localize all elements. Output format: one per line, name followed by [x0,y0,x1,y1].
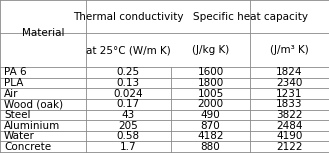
Text: 4190: 4190 [276,131,303,141]
Text: 0.25: 0.25 [117,67,140,77]
Text: 1.7: 1.7 [120,142,137,152]
Text: 1800: 1800 [197,78,224,88]
Text: 1824: 1824 [276,67,303,77]
Text: 2000: 2000 [197,99,224,109]
Text: Concrete: Concrete [4,142,51,152]
Text: 2340: 2340 [276,78,303,88]
Text: Wood (oak): Wood (oak) [4,99,63,109]
Text: Steel: Steel [4,110,31,120]
Text: 0.58: 0.58 [117,131,140,141]
Text: 1600: 1600 [197,67,224,77]
Text: Material: Material [21,28,64,38]
Text: Thermal conductivity: Thermal conductivity [73,12,184,22]
Text: 1231: 1231 [276,89,303,99]
Text: 0.024: 0.024 [114,89,143,99]
Text: Water: Water [4,131,35,141]
Text: 1005: 1005 [197,89,224,99]
Text: Aluminium: Aluminium [4,121,60,131]
Text: at 25°C (W/m K): at 25°C (W/m K) [86,45,171,55]
Text: 0.17: 0.17 [117,99,140,109]
Text: (J/kg K): (J/kg K) [192,45,229,55]
Text: 2122: 2122 [276,142,303,152]
Text: 1833: 1833 [276,99,303,109]
Text: 3822: 3822 [276,110,303,120]
Text: Air: Air [4,89,18,99]
Text: 490: 490 [201,110,220,120]
Text: PA 6: PA 6 [4,67,27,77]
Text: Specific heat capacity: Specific heat capacity [192,12,308,22]
Text: 43: 43 [122,110,135,120]
Text: 205: 205 [118,121,138,131]
Text: PLA: PLA [4,78,23,88]
Text: 870: 870 [201,121,220,131]
Text: 4182: 4182 [197,131,224,141]
Text: 880: 880 [201,142,220,152]
Text: (J/m³ K): (J/m³ K) [270,45,309,55]
Text: 0.13: 0.13 [117,78,140,88]
Text: 2484: 2484 [276,121,303,131]
